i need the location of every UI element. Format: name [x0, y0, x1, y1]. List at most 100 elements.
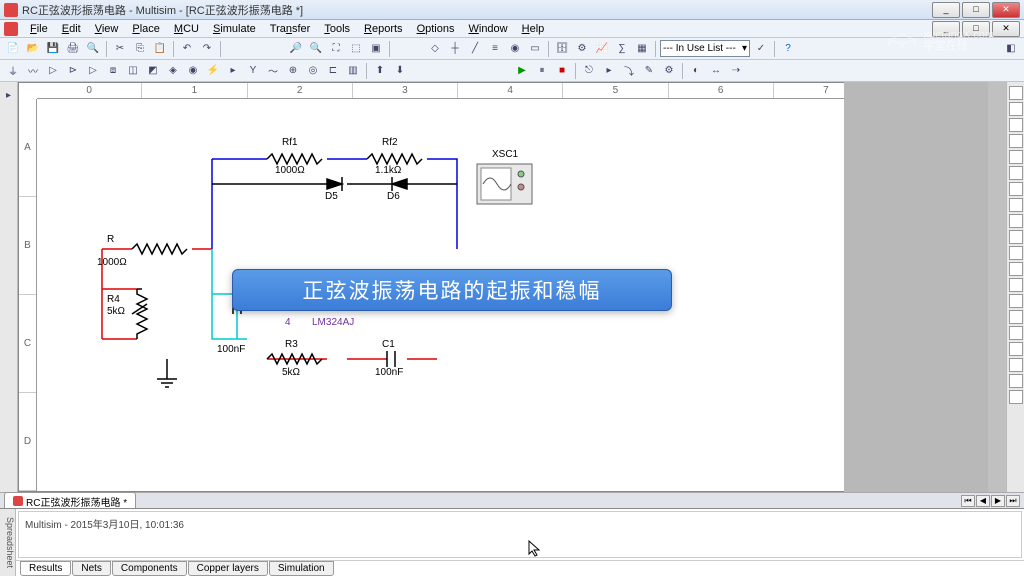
place-hierarchical-button[interactable]: ▭ [526, 40, 544, 58]
spectrum-icon[interactable] [1009, 278, 1023, 292]
advanced-button[interactable]: Y [244, 62, 262, 80]
database-button[interactable]: 🗄 [553, 40, 571, 58]
labview-icon[interactable] [1009, 374, 1023, 388]
place-bus-button[interactable]: ≡ [486, 40, 504, 58]
menu-tools[interactable]: Tools [318, 22, 356, 36]
mixed-button[interactable]: ◈ [164, 62, 182, 80]
print-button[interactable]: 🖨 [64, 40, 82, 58]
interactive-button[interactable]: ⎋ [580, 62, 598, 80]
tab-nav-prev[interactable]: ◀ [976, 495, 990, 507]
function-gen-icon[interactable] [1009, 102, 1023, 116]
pause-button[interactable]: ⏸ [533, 62, 551, 80]
zoom-out-button[interactable]: 🔍 [307, 40, 325, 58]
current-probe-icon[interactable] [1009, 390, 1023, 404]
help-button[interactable]: ? [779, 40, 797, 58]
analog-button[interactable]: ▷ [84, 62, 102, 80]
agilent-mm-icon[interactable] [1009, 326, 1023, 340]
tab-copper-layers[interactable]: Copper layers [188, 561, 268, 576]
tek-scope-icon[interactable] [1009, 358, 1023, 372]
menu-help[interactable]: Help [516, 22, 551, 36]
copy-button[interactable]: ⎘ [131, 40, 149, 58]
4ch-scope-icon[interactable] [1009, 150, 1023, 164]
design-toolbox-icon[interactable]: ▸ [0, 86, 18, 104]
menu-options[interactable]: Options [411, 22, 461, 36]
indicator-button[interactable]: ◉ [184, 62, 202, 80]
bode-icon[interactable] [1009, 166, 1023, 180]
toggle-panel-button[interactable]: ◧ [1002, 40, 1020, 58]
multimeter-icon[interactable] [1009, 86, 1023, 100]
preview-button[interactable]: 🔍 [84, 40, 102, 58]
redo-button[interactable]: ↷ [198, 40, 216, 58]
hierarchy-down-button[interactable]: ⬇ [391, 62, 409, 80]
oscilloscope-tool-icon[interactable] [1009, 134, 1023, 148]
pause-at-button[interactable]: ▸ [600, 62, 618, 80]
distortion-icon[interactable] [1009, 262, 1023, 276]
place-wire-button[interactable]: ╱ [466, 40, 484, 58]
connector-button[interactable]: ⊏ [324, 62, 342, 80]
basic-button[interactable]: 〰 [24, 62, 42, 80]
check-button[interactable]: ✓ [752, 40, 770, 58]
hierarchy-up-button[interactable]: ⬆ [371, 62, 389, 80]
wattmeter-icon[interactable] [1009, 118, 1023, 132]
maximize-button[interactable]: □ [962, 2, 990, 18]
cmos-button[interactable]: ◫ [124, 62, 142, 80]
zoom-in-button[interactable]: 🔎 [287, 40, 305, 58]
probe-button[interactable]: ◐ [687, 62, 705, 80]
tab-nav-last[interactable]: ⏭ [1006, 495, 1020, 507]
agilent-scope-icon[interactable] [1009, 342, 1023, 356]
electromech-button[interactable]: ⊕ [284, 62, 302, 80]
rf-button[interactable]: 〜 [264, 62, 282, 80]
fullscreen-button[interactable]: ▣ [367, 40, 385, 58]
close-button[interactable]: ✕ [992, 2, 1020, 18]
new-button[interactable]: 📄 [4, 40, 22, 58]
in-use-list-combo[interactable]: --- In Use List ---▾ [660, 40, 750, 57]
place-component-button[interactable]: ◇ [426, 40, 444, 58]
tab-simulation[interactable]: Simulation [269, 561, 334, 576]
sim-settings-button[interactable]: ⚙ [660, 62, 678, 80]
place-junction-button[interactable]: ┼ [446, 40, 464, 58]
minimize-button[interactable]: _ [932, 2, 960, 18]
misc-digital-button[interactable]: ◩ [144, 62, 162, 80]
network-icon[interactable] [1009, 294, 1023, 308]
menu-simulate[interactable]: Simulate [207, 22, 262, 36]
logic-analyzer-icon[interactable] [1009, 214, 1023, 228]
spreadsheet-label[interactable]: Spreadsheet [0, 509, 16, 576]
menu-edit[interactable]: Edit [56, 22, 87, 36]
menu-place[interactable]: Place [126, 22, 166, 36]
menu-mcu[interactable]: MCU [168, 22, 205, 36]
paste-button[interactable]: 📋 [151, 40, 169, 58]
breadboard-button[interactable]: ▦ [633, 40, 651, 58]
menu-window[interactable]: Window [462, 22, 513, 36]
zoom-fit-button[interactable]: ⛶ [327, 40, 345, 58]
mcu-button[interactable]: ▥ [344, 62, 362, 80]
tab-components[interactable]: Components [112, 561, 187, 576]
schematic[interactable]: Rf1 1000Ω Rf2 1.1kΩ D5 D6 XSC1 R 1000Ω R… [37, 99, 879, 491]
agilent-fg-icon[interactable] [1009, 310, 1023, 324]
undo-button[interactable]: ↶ [178, 40, 196, 58]
mdi-close-button[interactable]: ✕ [992, 21, 1020, 37]
analyses-button[interactable]: ✎ [640, 62, 658, 80]
open-button[interactable]: 📂 [24, 40, 42, 58]
postprocessor-button[interactable]: ∑ [613, 40, 631, 58]
iv-analyzer-icon[interactable] [1009, 246, 1023, 260]
place-connector-button[interactable]: ◉ [506, 40, 524, 58]
schematic-canvas[interactable]: 0 1 2 3 4 5 6 7 A B C D [18, 82, 880, 492]
logic-converter-icon[interactable] [1009, 230, 1023, 244]
grapher-button[interactable]: 📈 [593, 40, 611, 58]
save-button[interactable]: 💾 [44, 40, 62, 58]
tab-nets[interactable]: Nets [72, 561, 111, 576]
menu-view[interactable]: View [89, 22, 125, 36]
misc-button[interactable]: ▸ [224, 62, 242, 80]
tab-nav-first[interactable]: ⏮ [961, 495, 975, 507]
step-button[interactable]: ⤵ [620, 62, 638, 80]
cut-button[interactable]: ✂ [111, 40, 129, 58]
trail-button[interactable]: ⇢ [727, 62, 745, 80]
freq-counter-icon[interactable] [1009, 182, 1023, 196]
power-button[interactable]: ⚡ [204, 62, 222, 80]
ni-button[interactable]: ◎ [304, 62, 322, 80]
stop-button[interactable]: ■ [553, 62, 571, 80]
transistor-button[interactable]: ⊳ [64, 62, 82, 80]
reverse-button[interactable]: ↔ [707, 62, 725, 80]
tab-nav-next[interactable]: ▶ [991, 495, 1005, 507]
component-wizard-button[interactable]: ⚙ [573, 40, 591, 58]
